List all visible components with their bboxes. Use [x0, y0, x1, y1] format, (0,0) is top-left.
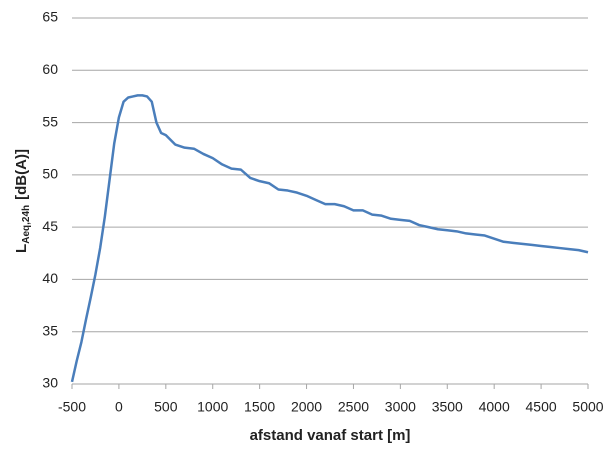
x-tick-label: 2500 — [338, 399, 369, 415]
y-tick-label: 55 — [42, 113, 58, 129]
y-tick-label: 35 — [42, 322, 58, 338]
y-tick-label: 45 — [42, 218, 58, 234]
x-tick-label: 3000 — [385, 399, 416, 415]
x-tick-label: 5000 — [572, 399, 603, 415]
y-label-unit: [dB(A)] — [13, 149, 30, 200]
x-tick-label: 4500 — [526, 399, 557, 415]
x-tick-label: 4000 — [479, 399, 510, 415]
x-tick-label: -500 — [58, 399, 86, 415]
x-tick-label: 500 — [154, 399, 178, 415]
x-tick-label: 1000 — [197, 399, 228, 415]
y-label-main: L — [13, 244, 30, 253]
y-tick-label: 60 — [42, 61, 58, 77]
x-tick-label: 3500 — [432, 399, 463, 415]
y-label-subscript: Aeq,24h — [21, 205, 32, 244]
y-axis-label: LAeq,24h [dB(A)] — [13, 149, 32, 253]
x-tick-label: 0 — [115, 399, 123, 415]
y-tick-label: 50 — [42, 166, 58, 182]
x-tick-label: 2000 — [291, 399, 322, 415]
data-line — [70, 94, 589, 383]
y-tick-label: 30 — [42, 375, 58, 391]
y-tick-label: 40 — [42, 270, 58, 286]
x-axis-label: afstand vanaf start [m] — [250, 427, 411, 444]
x-tick-label: 1500 — [244, 399, 275, 415]
y-tick-label: 65 — [42, 9, 58, 25]
